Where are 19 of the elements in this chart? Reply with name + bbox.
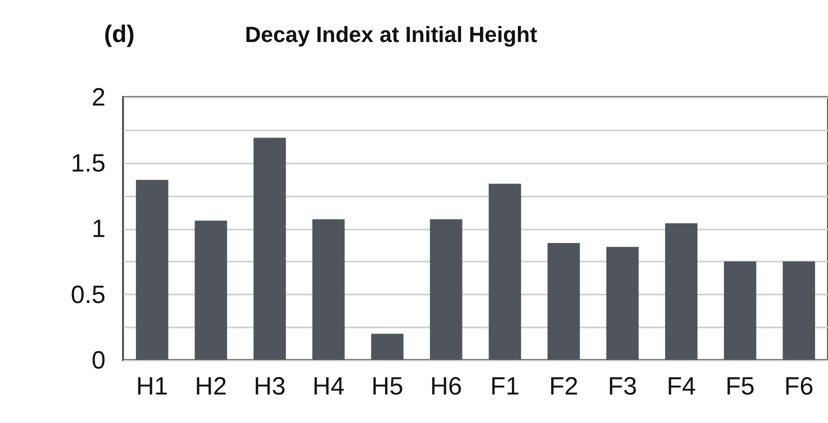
y-tick-label: 2 <box>92 84 106 112</box>
y-tick-label: 1.5 <box>70 149 106 178</box>
x-tick-label: F1 <box>490 372 520 400</box>
x-tick-label: F6 <box>784 372 814 400</box>
y-tick-label: 0.5 <box>70 280 106 309</box>
y-tick-label: 0 <box>92 346 106 374</box>
x-tick-label: F5 <box>726 372 755 400</box>
chart-title: Decay Index at Initial Height <box>245 22 538 47</box>
x-tick-label: H1 <box>136 372 168 400</box>
text: (d) <box>104 21 135 48</box>
x-tick-label: F2 <box>549 372 578 400</box>
x-tick-label: F3 <box>608 372 638 400</box>
x-tick-label: H2 <box>194 372 227 400</box>
x-tick-label: H3 <box>254 372 286 400</box>
x-tick-label: F4 <box>666 372 696 400</box>
x-tick-label: H6 <box>430 372 462 400</box>
y-tick-label: 1 <box>92 215 106 243</box>
x-tick-label: H5 <box>371 372 404 400</box>
x-tick-label: H4 <box>312 372 345 400</box>
